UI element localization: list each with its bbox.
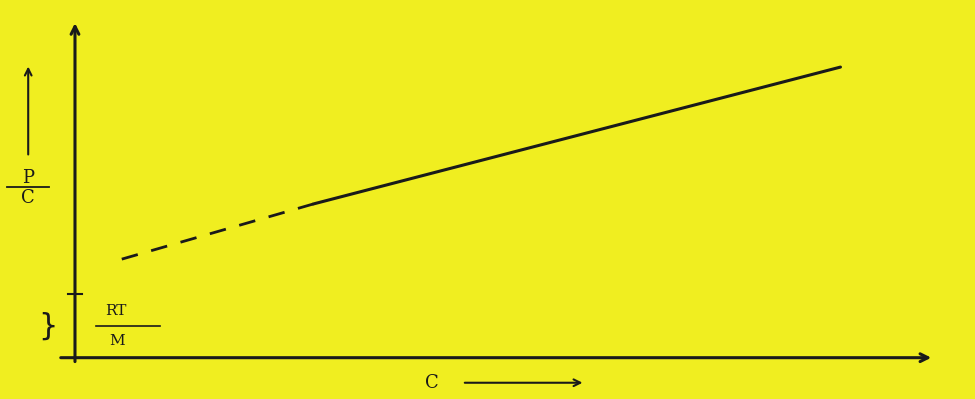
Text: RT: RT bbox=[104, 304, 126, 318]
Text: C: C bbox=[425, 374, 439, 392]
Text: P: P bbox=[22, 169, 34, 187]
Text: }: } bbox=[38, 312, 58, 340]
Text: C: C bbox=[21, 189, 35, 207]
Text: M: M bbox=[109, 334, 125, 348]
